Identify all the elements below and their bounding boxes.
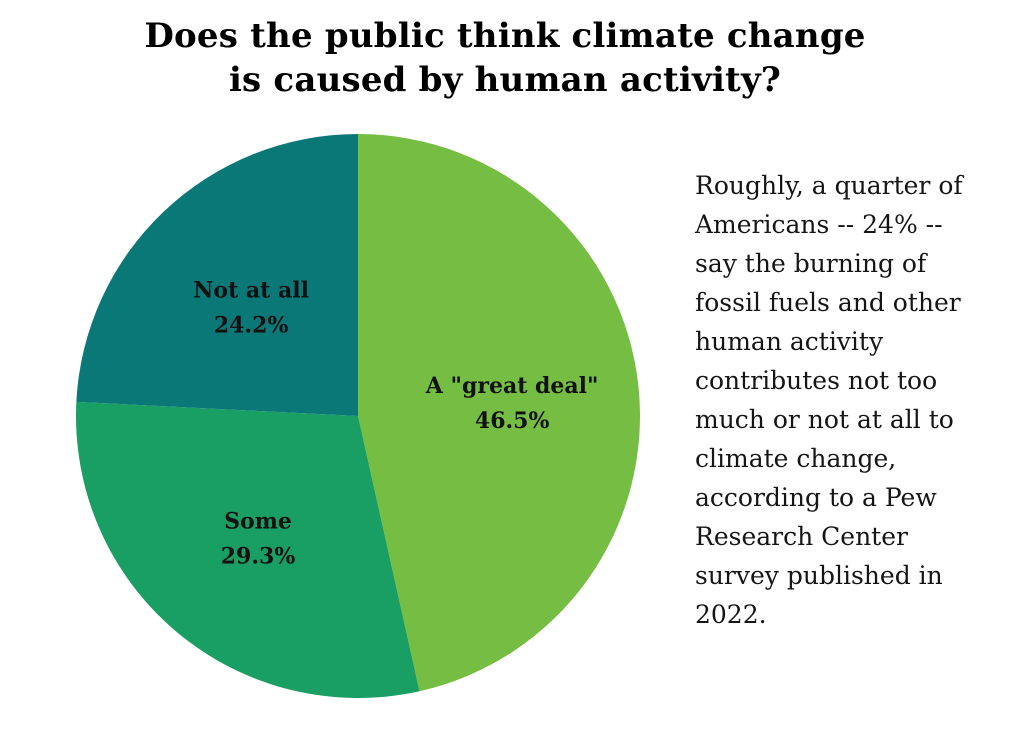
chart-title-line-1: Does the public think climate change <box>144 16 866 56</box>
slice-value-some: 29.3% <box>221 544 296 570</box>
annotation-line: Roughly, a quarter of <box>695 171 963 200</box>
annotation-line: climate change, <box>695 444 897 473</box>
pie-slice-a-great-deal <box>358 134 641 692</box>
annotation-line: human activity <box>695 327 884 356</box>
slice-label-not-at-all: Not at all <box>193 278 309 304</box>
slice-label-a-great-deal: A "great deal" <box>425 373 599 399</box>
annotation-line: fossil fuels and other <box>695 288 961 317</box>
annotation-line: Research Center <box>695 522 908 551</box>
annotation-line: say the burning of <box>695 249 927 278</box>
annotation-line: much or not at all to <box>695 405 954 434</box>
pie-slice-not-at-all <box>76 134 359 416</box>
pie-slice-some <box>76 401 420 698</box>
annotation-line: Americans -- 24% -- <box>695 210 943 239</box>
chart-title-line-2: is caused by human activity? <box>228 60 782 100</box>
slice-value-not-at-all: 24.2% <box>214 313 289 339</box>
pie-slices <box>76 134 641 698</box>
pie-labels: A "great deal" 46.5% Some 29.3% Not at all 24… <box>193 278 598 570</box>
slice-label-some: Some <box>224 509 292 535</box>
annotation-line: contributes not too <box>695 366 938 395</box>
slice-value-a-great-deal: 46.5% <box>475 408 550 434</box>
annotation-text: Roughly, a quarter of Americans -- 24% -… <box>695 166 1005 634</box>
chart-title: Does the public think climate change is … <box>80 14 930 102</box>
annotation-line: 2022. <box>695 600 767 629</box>
annotation-line: survey published in <box>695 561 943 590</box>
pie-chart: A "great deal" 46.5% Some 29.3% Not at all 24… <box>76 134 641 698</box>
annotation-line: according to a Pew <box>695 483 937 512</box>
